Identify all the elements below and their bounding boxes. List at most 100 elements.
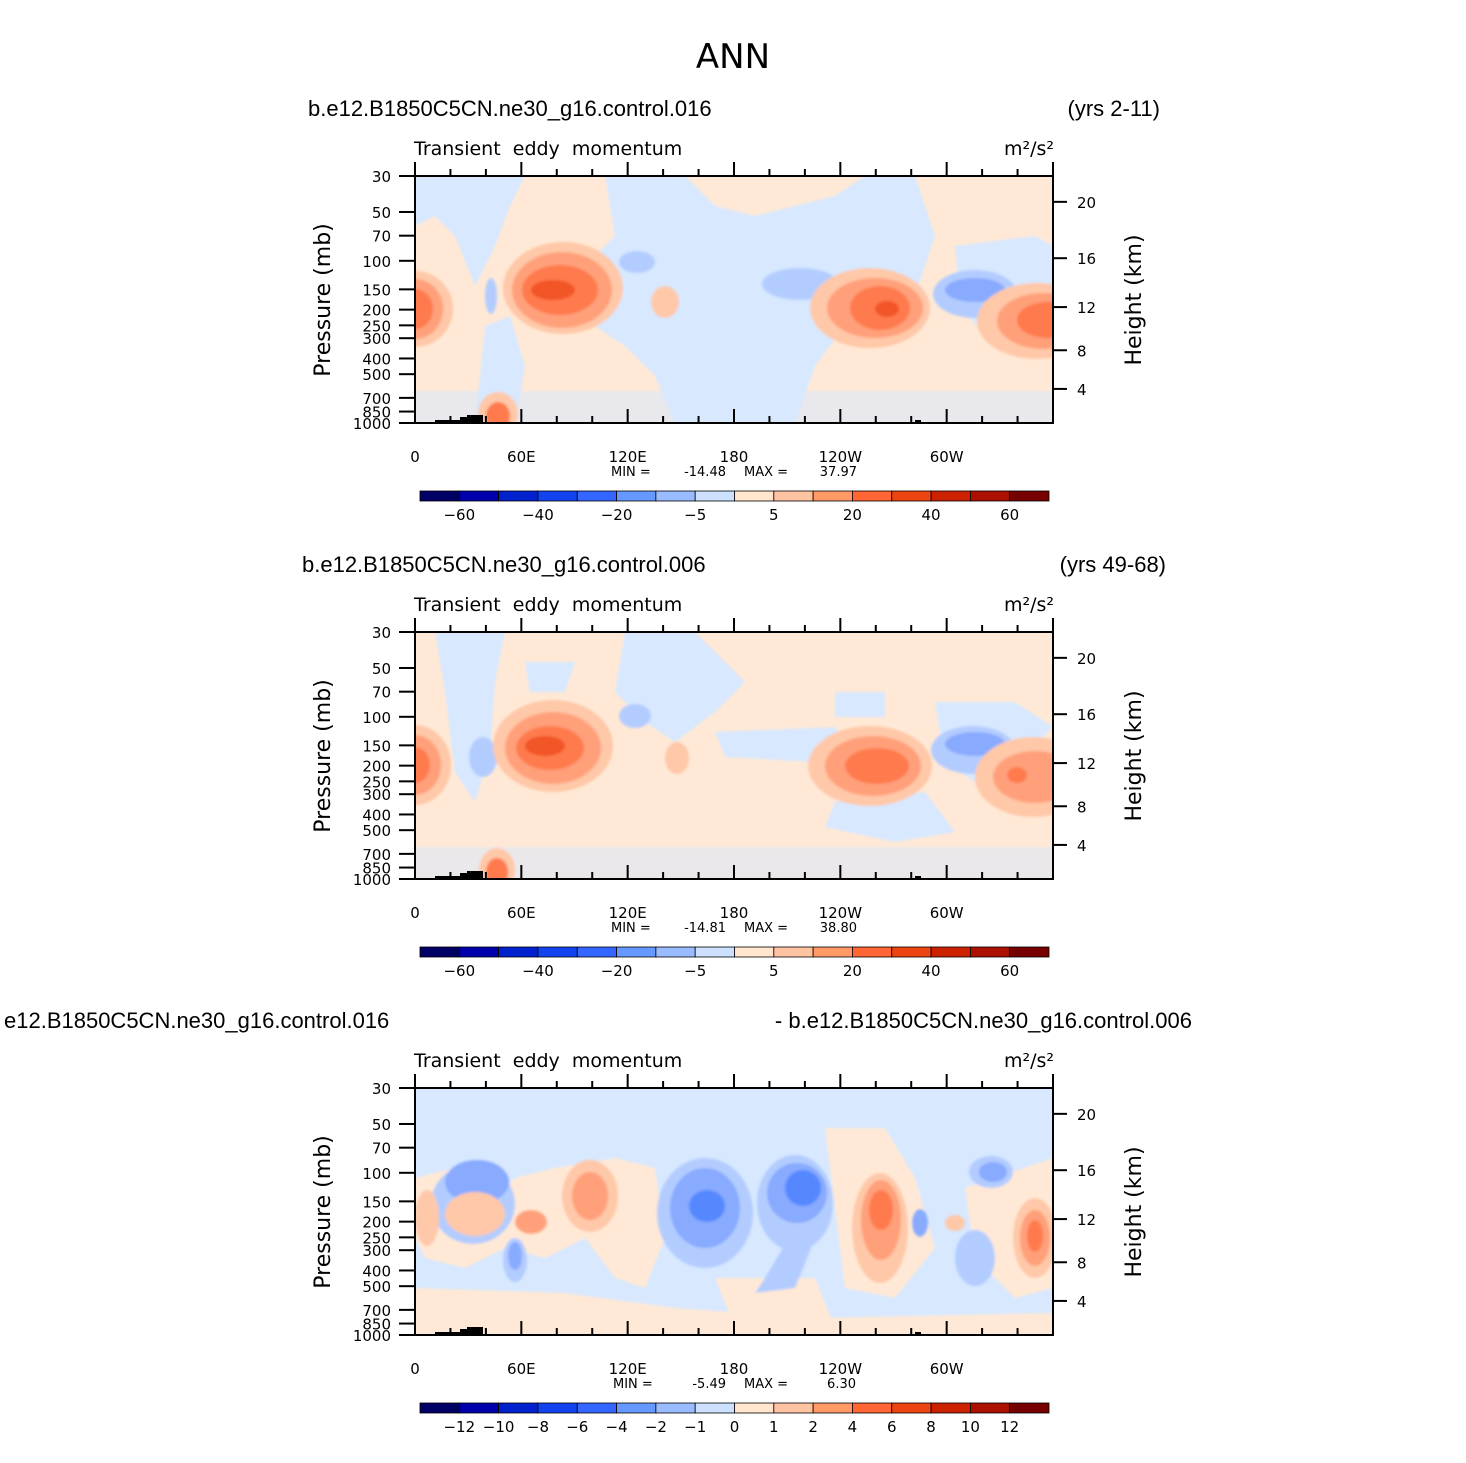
colorbar-swatch bbox=[458, 946, 500, 958]
colorbar-swatch bbox=[930, 490, 971, 502]
colorbar-swatch bbox=[773, 1402, 814, 1414]
panel-1-case-title: b.e12.B1850C5CN.ne30_g16.control.016 bbox=[308, 96, 712, 121]
panel-1-max-value: 37.97 bbox=[820, 465, 857, 480]
ytick-left-label: 400 bbox=[362, 350, 391, 368]
panel-1-variable: Transient eddy momentum bbox=[413, 138, 682, 160]
panel-2-min-value: -14.81 bbox=[684, 921, 726, 936]
ytick-left-label: 250 bbox=[362, 773, 391, 791]
colorbar-swatch bbox=[1009, 1402, 1050, 1414]
panel-2-ylabel-right: Height (km) bbox=[1122, 690, 1147, 821]
ytick-left-label: 200 bbox=[362, 758, 391, 776]
colorbar-label: 20 bbox=[843, 506, 862, 524]
colorbar-swatch bbox=[969, 1402, 1011, 1414]
panel-2-contour bbox=[845, 748, 909, 784]
ytick-left-label: 30 bbox=[372, 1080, 391, 1098]
colorbar-swatch bbox=[694, 946, 735, 958]
colorbar-swatch bbox=[458, 490, 500, 502]
panel-3-plot-area bbox=[415, 1088, 1053, 1335]
colorbar-label: 1 bbox=[769, 1418, 779, 1436]
panel-1-min-label: MIN = bbox=[611, 465, 651, 480]
panel-3-contour bbox=[955, 1230, 995, 1286]
colorbar-label: −20 bbox=[601, 962, 633, 980]
ytick-left-label: 50 bbox=[372, 1116, 391, 1134]
colorbar-label: 5 bbox=[769, 962, 779, 980]
panel-1-contour bbox=[651, 286, 679, 318]
colorbar-label: −40 bbox=[522, 962, 554, 980]
ytick-right-label: 4 bbox=[1077, 837, 1087, 855]
colorbar-label: 60 bbox=[1000, 962, 1019, 980]
panel-2-blue-region bbox=[415, 847, 1053, 879]
colorbar-label: −4 bbox=[606, 1418, 628, 1436]
colorbar-swatch bbox=[891, 946, 932, 958]
ytick-right-label: 8 bbox=[1077, 1254, 1087, 1272]
ytick-left-label: 70 bbox=[372, 1140, 391, 1158]
panel-1-contour bbox=[415, 289, 433, 329]
colorbar-label: 0 bbox=[730, 1418, 740, 1436]
colorbar-label: 2 bbox=[808, 1418, 818, 1436]
colorbar-label: −1 bbox=[684, 1418, 706, 1436]
colorbar-swatch bbox=[930, 946, 971, 958]
panel-1-period: (yrs 2-11) bbox=[1068, 96, 1161, 121]
ytick-left-label: 850 bbox=[362, 404, 391, 422]
panel-1-contour bbox=[619, 251, 655, 273]
panel-1-contour bbox=[945, 278, 1005, 302]
panel-3-contour bbox=[689, 1190, 725, 1222]
panel-1-colorbar: −60 −40 −20 −5 5 20 40 60 bbox=[419, 490, 1050, 524]
panel-1-topography bbox=[915, 420, 921, 423]
panel-2-contour bbox=[525, 736, 565, 756]
panel-1-blue-region bbox=[565, 176, 935, 423]
colorbar-swatch bbox=[616, 490, 657, 502]
colorbar-label: 40 bbox=[922, 506, 941, 524]
panel-1-contour bbox=[531, 280, 575, 300]
colorbar-swatch bbox=[498, 490, 539, 502]
ytick-left-label: 850 bbox=[362, 860, 391, 878]
panel-3-contour bbox=[869, 1190, 893, 1230]
figure-title: ANN bbox=[696, 37, 770, 77]
ytick-left-label: 50 bbox=[372, 660, 391, 678]
xtick-label: 60E bbox=[507, 1360, 536, 1378]
panel-1-contour bbox=[485, 278, 497, 314]
xtick-label: 0 bbox=[410, 448, 420, 466]
ytick-left-label: 1000 bbox=[353, 1327, 391, 1345]
xtick-label: 60W bbox=[930, 448, 964, 466]
panel-1-units: m²/s² bbox=[1004, 138, 1054, 160]
colorbar-swatch bbox=[773, 490, 814, 502]
panel-2-contour bbox=[1007, 767, 1027, 783]
colorbar-swatch bbox=[419, 490, 460, 502]
colorbar-swatch bbox=[852, 490, 893, 502]
panel-2-topography bbox=[915, 876, 921, 879]
colorbar-label: 8 bbox=[926, 1418, 936, 1436]
panel-1-ylabel-right: Height (km) bbox=[1122, 234, 1147, 365]
panel-1-contour bbox=[1017, 302, 1053, 338]
ytick-left-label: 400 bbox=[362, 806, 391, 824]
panel-1-contour bbox=[486, 402, 510, 423]
xtick-label: 180 bbox=[720, 1360, 749, 1378]
colorbar-swatch bbox=[969, 490, 1011, 502]
panel-3-ylabel-right: Height (km) bbox=[1122, 1146, 1147, 1277]
colorbar-swatch bbox=[852, 946, 893, 958]
ytick-right-label: 4 bbox=[1077, 1293, 1087, 1311]
panel-2-ylabel-left: Pressure (mb) bbox=[311, 679, 336, 833]
ytick-left-label: 250 bbox=[362, 317, 391, 335]
panel-2-plot-area bbox=[415, 632, 1053, 879]
panel-3-max-value: 6.30 bbox=[827, 1377, 856, 1392]
colorbar-swatch bbox=[694, 490, 735, 502]
ytick-right-label: 20 bbox=[1077, 650, 1096, 668]
panel-1: b.e12.B1850C5CN.ne30_g16.control.016 (yr… bbox=[308, 96, 1160, 524]
panel-3-contour bbox=[445, 1160, 509, 1204]
colorbar-label: −5 bbox=[684, 962, 706, 980]
colorbar-swatch bbox=[1009, 946, 1050, 958]
colorbar-swatch bbox=[812, 490, 853, 502]
colorbar-swatch bbox=[930, 1402, 971, 1414]
panel-3-max-label: MAX = bbox=[744, 1377, 788, 1392]
colorbar-label: −60 bbox=[443, 962, 475, 980]
panel-3-colorbar: −12 −10 −8 −6 −4 −2 −1 0 1 2 4 6 8 10 12 bbox=[419, 1402, 1050, 1436]
colorbar-swatch bbox=[498, 946, 539, 958]
ytick-left-label: 1000 bbox=[353, 871, 391, 889]
panel-3-contour bbox=[445, 1192, 505, 1236]
panel-1-blue-region bbox=[415, 176, 525, 286]
colorbar-swatch bbox=[576, 1402, 617, 1414]
ytick-left-label: 850 bbox=[362, 1316, 391, 1334]
ytick-left-label: 200 bbox=[362, 302, 391, 320]
